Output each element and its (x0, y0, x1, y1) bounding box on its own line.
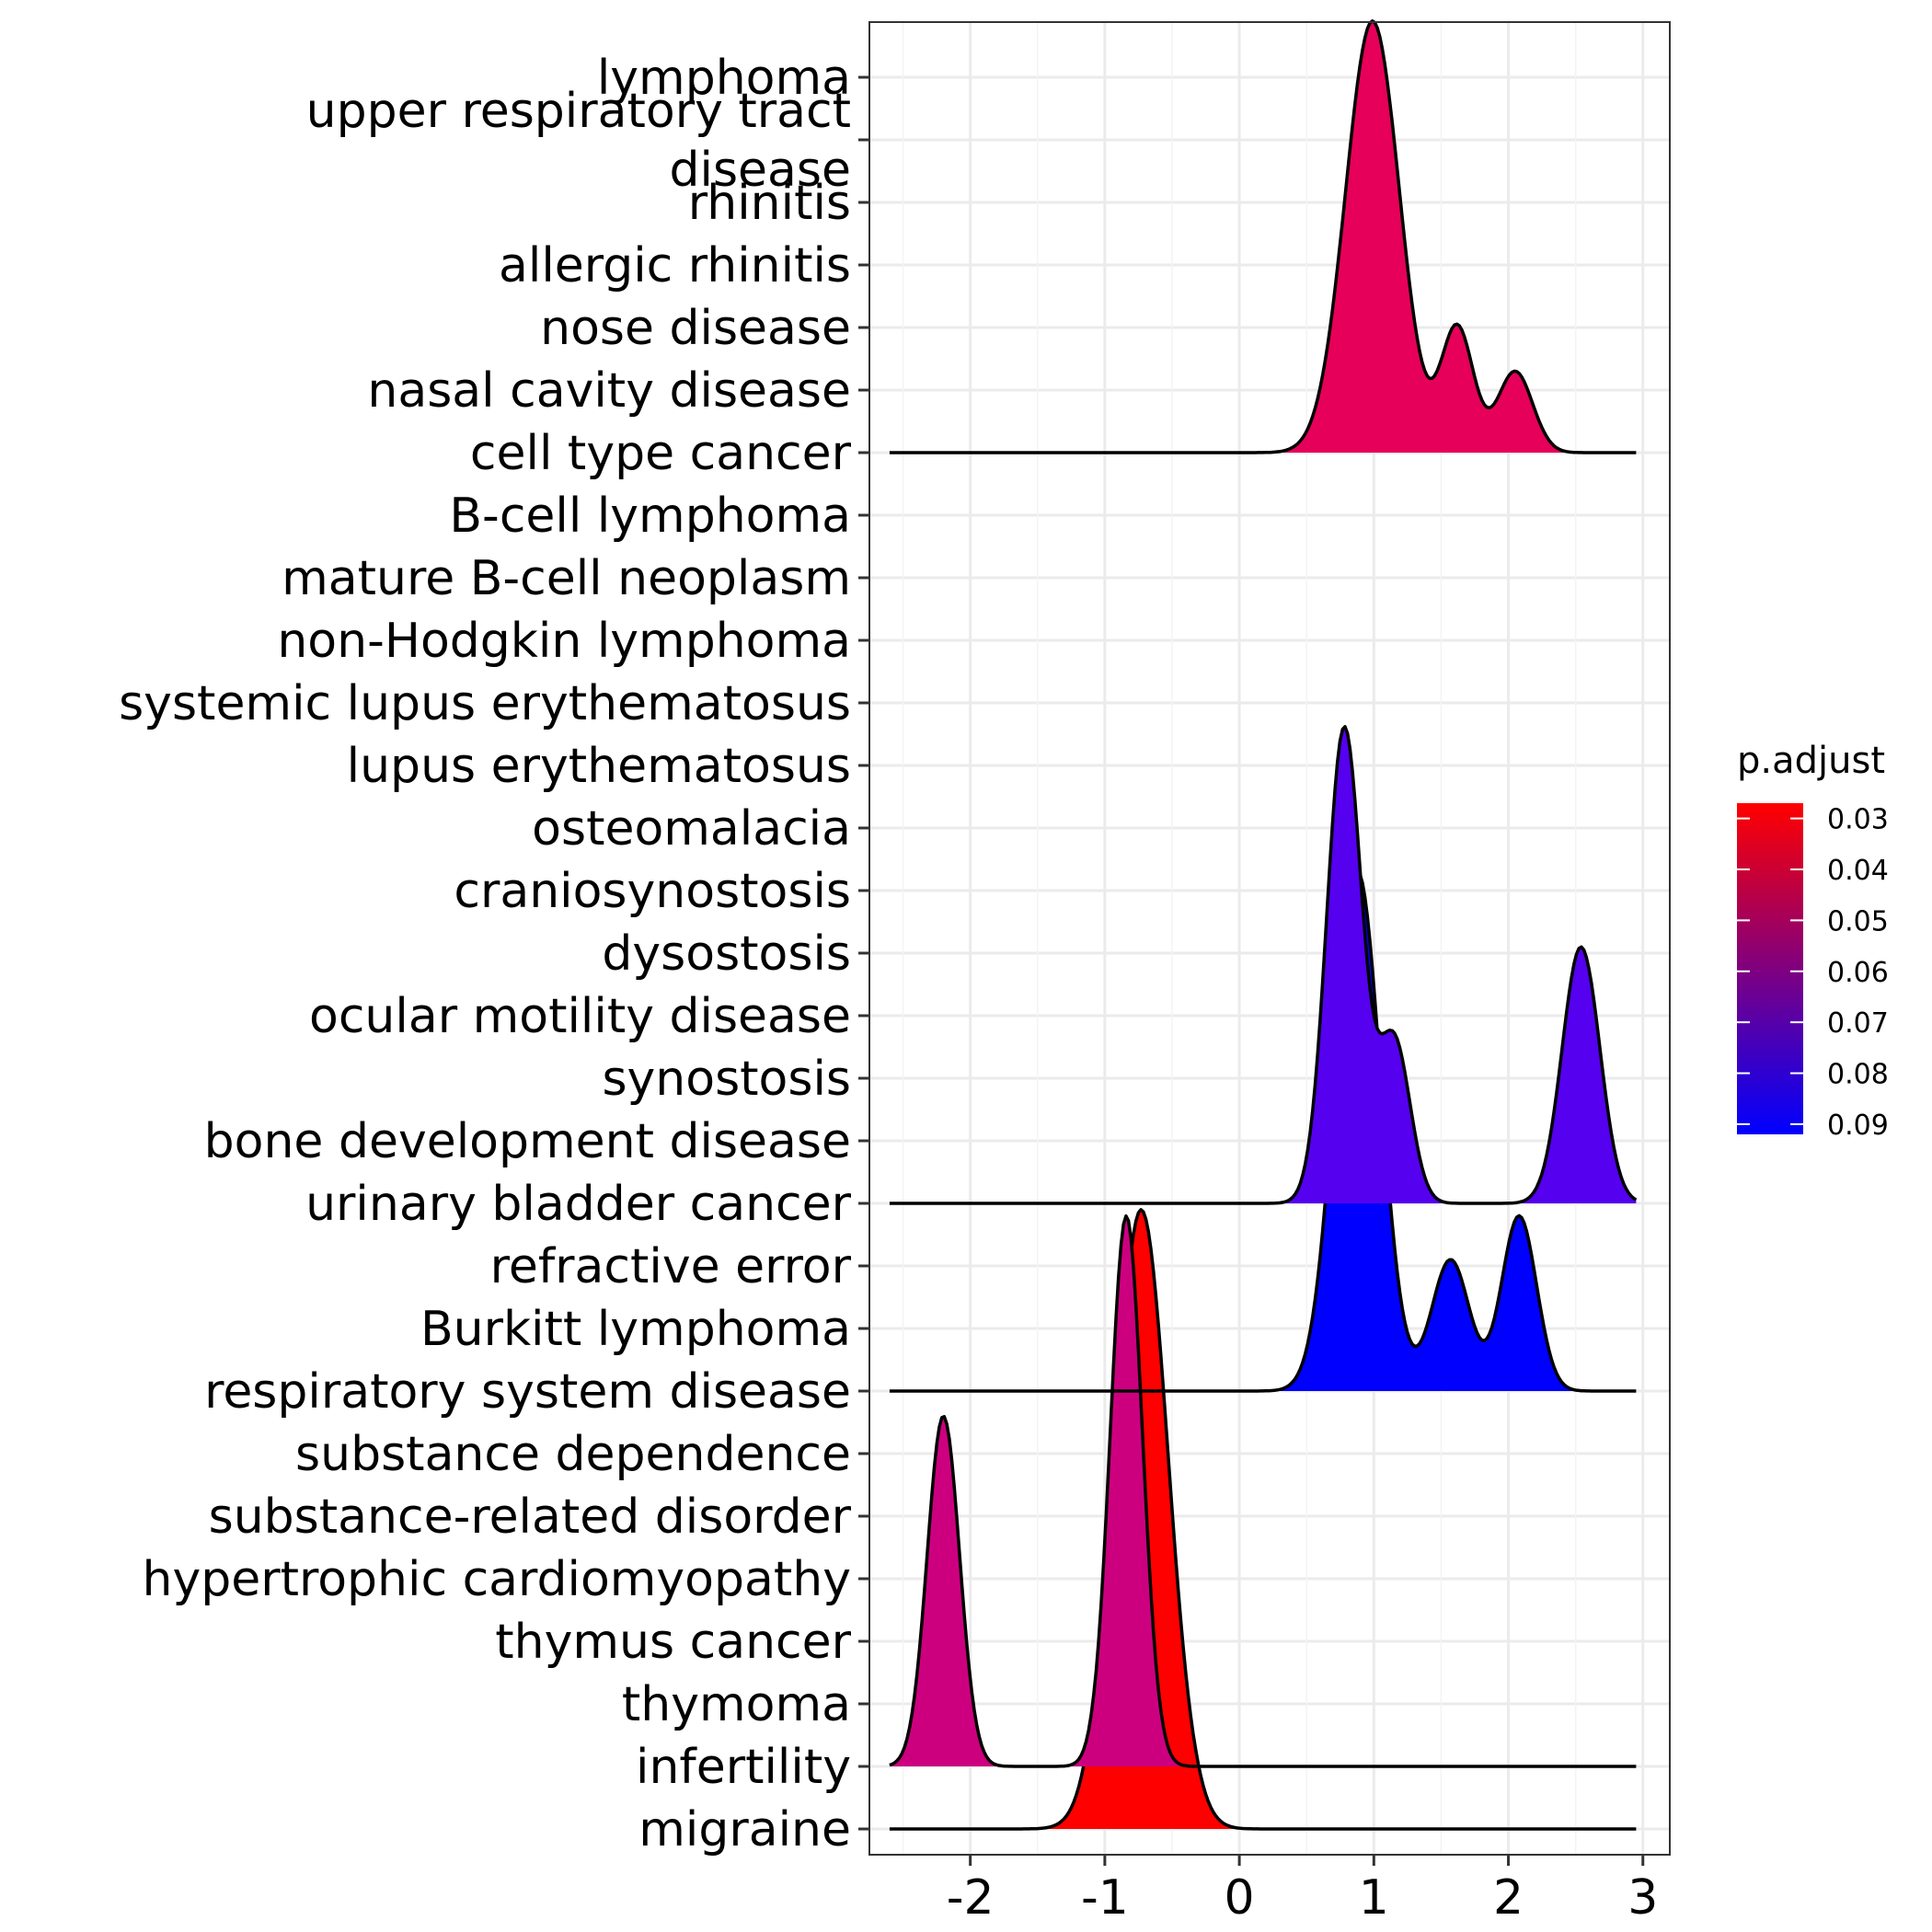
x-tick-label: -2 (947, 1870, 995, 1926)
y-tick-label: lymphoma (597, 51, 851, 106)
y-tick-label: nose disease (540, 301, 851, 356)
legend-title: p.adjust (1737, 740, 1885, 782)
y-tick-label: dysostosis (602, 926, 851, 982)
legend-tick-label: 0.09 (1827, 1110, 1889, 1142)
ridge-area (889, 1215, 1637, 1766)
ridge-outline (889, 725, 1638, 1205)
ridge-outline (889, 869, 1637, 1393)
ridge-area (889, 726, 1637, 1203)
y-tick-label: systemic lupus erythematosus (119, 676, 851, 731)
y-tick-label: craniosynostosis (454, 864, 851, 919)
y-tick-label: substance dependence (295, 1427, 851, 1482)
legend-ticks: 0.03 0.04 0.05 0.06 0.07 0.08 0.09 (1737, 804, 1889, 1142)
y-tick-label: Burkitt lymphoma (420, 1302, 851, 1357)
y-tick-label: B-cell lymphoma (449, 489, 851, 544)
y-tick-label: osteomalacia (532, 801, 851, 857)
x-tick-label: 2 (1493, 1870, 1524, 1926)
y-tick-label: rhinitis (688, 176, 851, 231)
panel-border (868, 21, 1671, 1856)
ridge-outline (889, 19, 1637, 454)
y-tick-label: cell type cancer (470, 426, 852, 481)
legend-tick-label: 0.03 (1827, 804, 1889, 836)
y-tick-label: hypertrophic cardiomyopathy (142, 1552, 851, 1607)
x-tick-label: -1 (1081, 1870, 1129, 1926)
density-ridges (889, 19, 1638, 1831)
x-tick-label: 3 (1627, 1870, 1658, 1926)
x-tick-label: 1 (1359, 1870, 1389, 1926)
y-tick-label: infertility (636, 1740, 851, 1795)
y-tick-label: non-Hodgkin lymphoma (277, 614, 851, 669)
y-tick-label: lupus erythematosus (347, 739, 851, 794)
y-tick-label: respiratory system disease (204, 1364, 851, 1420)
x-axis: -2 -1 0 1 2 3 (947, 1855, 1658, 1926)
y-tick-label: nasal cavity disease (367, 363, 851, 419)
y-tick-label: allergic rhinitis (499, 238, 851, 293)
ridge-outline (889, 1213, 1637, 1768)
y-tick-label: synostosis (602, 1052, 851, 1107)
legend-tick-label: 0.06 (1827, 957, 1889, 989)
y-tick-label: bone development disease (204, 1114, 851, 1169)
y-tick-label: thymoma (622, 1677, 851, 1732)
legend-tick-label: 0.07 (1827, 1007, 1889, 1040)
y-tick-label: mature B-cell neoplasm (282, 551, 851, 606)
legend-tick-label: 0.08 (1827, 1059, 1889, 1091)
y-tick-label: urinary bladder cancer (305, 1177, 852, 1232)
color-legend: p.adjust 0.03 0.04 0.05 0.06 0.07 0.08 0.09 (1737, 740, 1889, 1142)
ridge-area (889, 20, 1637, 454)
y-tick-label: ocular motility disease (309, 989, 851, 1044)
legend-colorbar (1737, 803, 1803, 1134)
y-tick-label: upper respiratory tract disease (306, 84, 851, 198)
y-tick-label: thymus cancer (495, 1615, 851, 1670)
y-tick-label: migraine (638, 1802, 851, 1857)
ridge-outline (889, 1208, 1637, 1831)
x-tick-label: 0 (1225, 1870, 1255, 1926)
y-tick-label: refractive error (490, 1239, 852, 1294)
legend-tick-label: 0.04 (1827, 855, 1889, 887)
legend-tick-label: 0.05 (1827, 905, 1889, 937)
y-tick-label: substance-related disorder (209, 1489, 852, 1545)
